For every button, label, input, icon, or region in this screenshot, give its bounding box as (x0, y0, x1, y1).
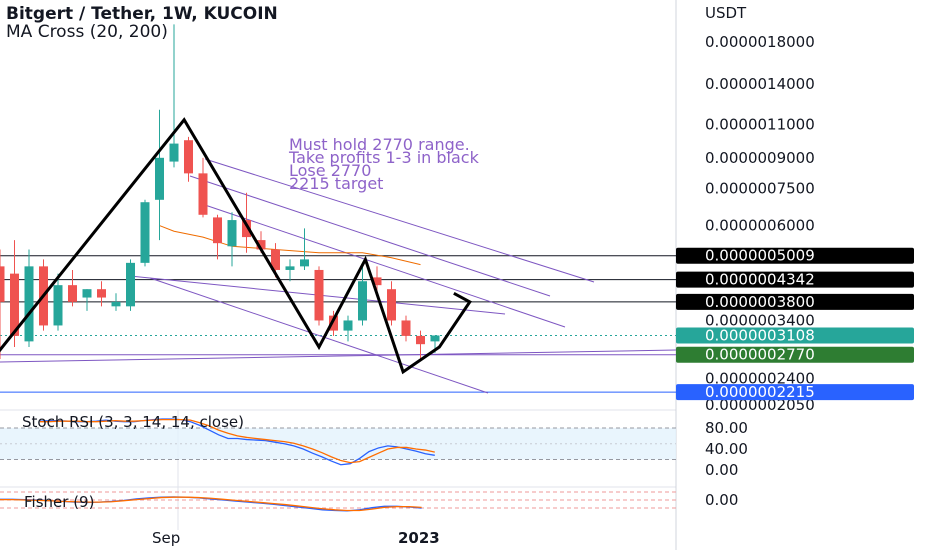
candle-body (227, 220, 237, 247)
price-level-label: 0.0000003108 (705, 326, 815, 344)
stoch-k-line (39, 418, 435, 466)
channel-line (149, 277, 489, 394)
stoch-y-tick: 80.00 (705, 419, 748, 437)
candle-body (10, 273, 19, 336)
y-tick-label: 0.0000011000 (705, 115, 815, 133)
candle-body (256, 240, 266, 250)
candle-body (24, 266, 34, 342)
candle-body (0, 266, 5, 302)
price-level-badge (676, 384, 914, 401)
candle-body (155, 157, 164, 200)
annotation-line-3: Lose 2770 (289, 161, 372, 180)
candle-body (343, 320, 353, 331)
candle-body (53, 285, 63, 326)
y-tick-label: 0.0000003400 (705, 311, 815, 329)
candle-body (329, 315, 338, 331)
stoch-y-tick: 0.00 (705, 461, 738, 479)
x-tick-label: Sep (152, 529, 180, 547)
price-level-label: 0.0000005009 (705, 247, 815, 265)
trend-line (0, 349, 677, 363)
candle-body (242, 220, 251, 238)
x-tick-label: 2023 (398, 529, 440, 547)
candle-body (140, 202, 150, 263)
candle-body (372, 277, 382, 286)
price-level-label: 0.0000002215 (705, 383, 815, 401)
candle-body (213, 217, 222, 244)
candle-body (416, 335, 425, 345)
channel-line (204, 158, 595, 283)
candle-body (300, 259, 309, 267)
candle-body (82, 289, 92, 298)
candle-body (271, 249, 280, 270)
y-tick-label: 0.0000002400 (705, 370, 815, 388)
stoch-y-tick: 40.00 (705, 440, 748, 458)
take-profit-path (0, 117, 472, 375)
candle-body (285, 266, 295, 270)
stoch-d-line (40, 418, 435, 464)
candle-body (111, 301, 121, 307)
y-tick-label: 0.0000006000 (705, 217, 815, 235)
candle-body (314, 269, 324, 321)
candle-body (184, 140, 193, 174)
currency-label: USDT (705, 4, 747, 22)
annotation-line-4: 2215 target (289, 174, 384, 193)
candle-body (401, 320, 411, 336)
stoch-rsi-label: Stoch RSI (3, 3, 14, 14, close) (22, 413, 244, 431)
annotation-line-2: Take profits 1-3 in black (289, 148, 479, 167)
y-tick-label: 0.0000007500 (705, 179, 815, 197)
price-level-badge (676, 293, 914, 310)
indicator-label: MA Cross (20, 200) (6, 22, 168, 42)
annotation-line-1: Must hold 2770 range. (289, 135, 470, 154)
fisher-trigger-line (0, 496, 422, 512)
price-level-label: 0.0000003800 (705, 293, 815, 311)
price-level-label: 0.0000002770 (705, 346, 815, 364)
y-tick-label: 0.0000018000 (705, 33, 815, 51)
stoch-band (0, 428, 676, 460)
price-level-badge (676, 247, 914, 264)
y-tick-label: 0.0000002050 (705, 396, 815, 414)
candle-body (126, 262, 135, 307)
candle-body (198, 173, 208, 215)
fisher-y-tick: 0.00 (705, 491, 738, 509)
candle-body (169, 143, 179, 162)
price-level-badge (676, 346, 914, 363)
price-level-label: 0.0000004342 (705, 271, 815, 289)
channel-line (204, 204, 566, 328)
candle-body (68, 285, 77, 302)
candle-body (430, 335, 440, 342)
price-level-badge (676, 327, 914, 344)
candle-body (97, 289, 106, 298)
chart-title: Bitgert / Tether, 1W, KUCOIN (6, 4, 278, 24)
ma-line (159, 225, 421, 266)
candle-body (358, 281, 367, 321)
channel-line (189, 175, 551, 297)
y-tick-label: 0.0000014000 (705, 75, 815, 93)
fisher-label: Fisher (9) (24, 493, 94, 511)
price-level-badge (676, 271, 914, 288)
candle-body (387, 289, 396, 321)
y-tick-label: 0.0000009000 (705, 149, 815, 167)
